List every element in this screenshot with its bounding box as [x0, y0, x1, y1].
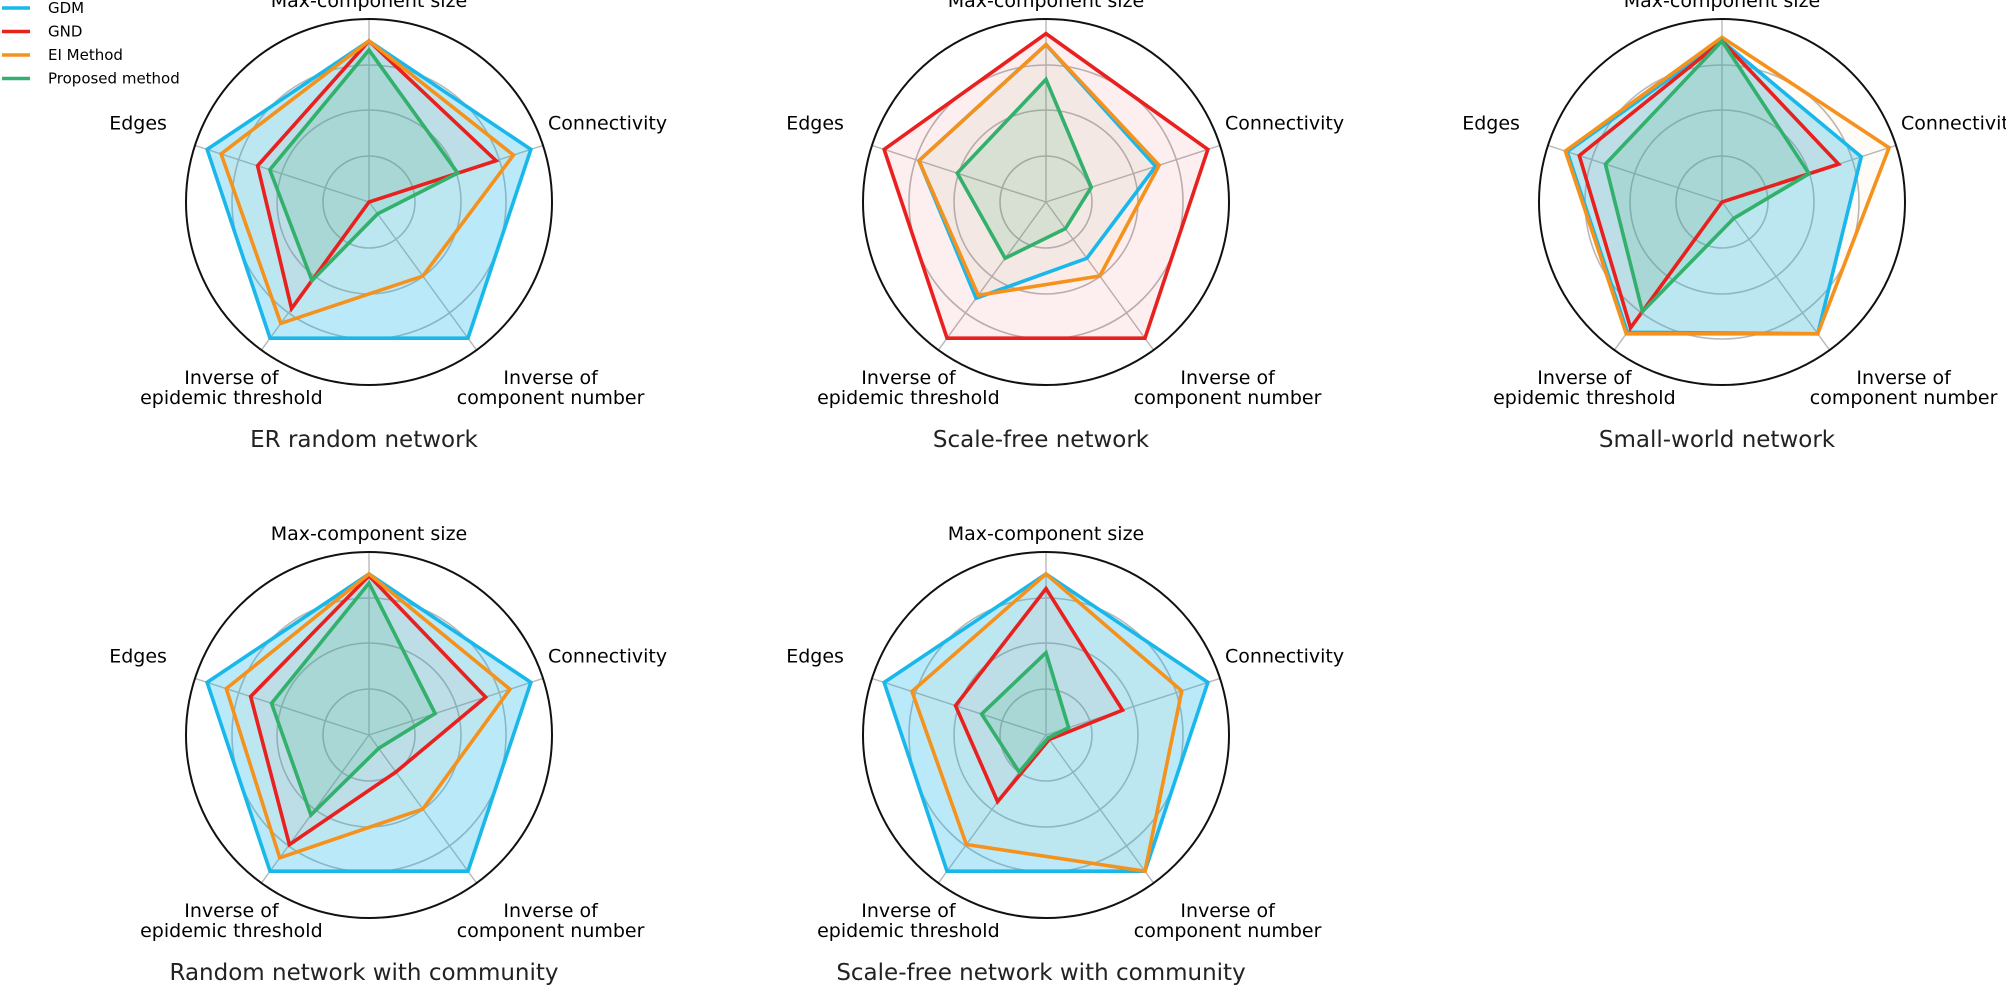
legend-label: GND [48, 23, 82, 41]
radar-charts: Max-component size Connectivity Inverse of… [109, 0, 2006, 986]
axis-label-edges: Edges [1462, 112, 1520, 134]
series-fill-ei-method [221, 40, 514, 324]
axis-label-inverse-of-epidemic-threshold: Inverse of epidemic threshold [817, 900, 1000, 942]
series-line-ei-method [1563, 35, 1892, 336]
axis-label-inverse-of-component-number: Inverse of component number [457, 900, 645, 942]
axis-spoke [871, 677, 1047, 736]
outer-circle [185, 18, 553, 386]
chart-title: Random network with community [169, 960, 558, 986]
legend-item-gnd: GND [2, 23, 82, 41]
radar-chart-er-random-network: Max-component size Connectivity Inverse of… [109, 0, 667, 453]
series-line-proposed-method [267, 47, 461, 284]
axis-label-connectivity: Connectivity [1225, 112, 1344, 134]
axis-label-inverse-of-epidemic-threshold: Inverse of epidemic threshold [1493, 367, 1676, 409]
series-line-gnd [255, 38, 500, 313]
series-line-ei-method [909, 571, 1184, 874]
series-line-gnd [953, 585, 1126, 806]
series-line-gnd [1577, 38, 1842, 332]
axis-label-inverse-of-epidemic-threshold: Inverse of epidemic threshold [817, 367, 1000, 409]
chart-title: Scale-free network [933, 427, 1150, 453]
axis-label-connectivity: Connectivity [1225, 645, 1344, 667]
series-line-proposed-method [269, 579, 438, 819]
series-fill-proposed-method [269, 50, 458, 281]
series-fill-gnd [1579, 40, 1839, 328]
legend-label: EI Method [48, 46, 123, 64]
legend-item-proposed-method: Proposed method [2, 70, 180, 88]
outer-circle [185, 551, 553, 919]
axis-label-max-component-size: Max-component size [948, 0, 1145, 12]
axis-label-max-component-size: Max-component size [1624, 0, 1821, 12]
series-fill-gnd [955, 588, 1123, 802]
series-line-proposed-method [979, 649, 1071, 776]
chart-title: ER random network [250, 427, 478, 453]
radar-chart-scale-free-network: Max-component size Connectivity Inverse of… [786, 0, 1344, 453]
chart-title: Small-world network [1599, 427, 1836, 453]
outer-circle [862, 18, 1230, 386]
series-line-gdm [204, 571, 534, 874]
radar-chart-scale-free-network-with-community: Max-component size Connectivity Inverse of… [786, 523, 1344, 986]
radar-chart-small-world-network: Max-component size Connectivity Inverse of… [1462, 0, 2006, 453]
axis-spoke [1045, 734, 1155, 884]
series-line-gdm [204, 38, 534, 341]
series-line-ei-method [916, 42, 1162, 298]
legend-item-gdm: GDM [2, 0, 84, 17]
axis-label-connectivity: Connectivity [548, 645, 667, 667]
axis-label-edges: Edges [109, 645, 167, 667]
series-line-gnd [882, 31, 1210, 341]
series-fill-ei-method [911, 573, 1182, 872]
series-fill-proposed-method [981, 652, 1069, 773]
axis-label-inverse-of-epidemic-threshold: Inverse of epidemic threshold [140, 900, 323, 942]
legend-label: Proposed method [48, 70, 180, 88]
axis-label-edges: Edges [786, 112, 844, 134]
axis-spoke [1045, 677, 1221, 736]
series-line-proposed-method [1603, 38, 1812, 316]
chart-title: Scale-free network with community [836, 960, 1245, 986]
axis-spoke [937, 201, 1047, 351]
axis-label-max-component-size: Max-component size [948, 523, 1145, 545]
radar-chart-random-network-with-community: Max-component size Connectivity Inverse of… [109, 523, 667, 986]
axis-label-inverse-of-component-number: Inverse of component number [1134, 367, 1322, 409]
axis-label-inverse-of-component-number: Inverse of component number [457, 367, 645, 409]
axis-spoke [194, 677, 370, 736]
axis-label-connectivity: Connectivity [1901, 112, 2006, 134]
series-line-ei-method [224, 571, 513, 861]
axis-label-inverse-of-epidemic-threshold: Inverse of epidemic threshold [140, 367, 323, 409]
axis-spoke [1045, 144, 1221, 203]
series-fill-gdm [884, 573, 1208, 872]
axis-label-edges: Edges [786, 645, 844, 667]
series-fill-gnd [250, 575, 486, 845]
outer-circle [1538, 18, 1906, 386]
axis-spoke [1547, 144, 1723, 203]
series-fill-gdm [1567, 40, 1862, 334]
series-line-gnd [248, 573, 489, 848]
axis-spoke [194, 144, 370, 203]
outer-circle [862, 551, 1230, 919]
series-fill-proposed-method [271, 583, 436, 815]
axis-label-max-component-size: Max-component size [271, 0, 468, 12]
axis-label-edges: Edges [109, 112, 167, 134]
series-line-ei-method [218, 38, 516, 326]
axis-label-connectivity: Connectivity [548, 112, 667, 134]
axis-label-inverse-of-component-number: Inverse of component number [1134, 900, 1322, 942]
series-fill-ei-method [226, 573, 510, 858]
axis-label-max-component-size: Max-component size [271, 523, 468, 545]
series-line-gdm [881, 571, 1211, 874]
axis-spoke [368, 677, 544, 736]
series-fill-proposed-method [957, 79, 1092, 259]
axis-label-inverse-of-component-number: Inverse of component number [1810, 367, 1998, 409]
series-fill-gnd [257, 40, 497, 309]
series-fill-proposed-method [1605, 40, 1810, 312]
series-line-proposed-method [955, 76, 1094, 261]
axis-spoke [1721, 201, 1831, 351]
legend-label: GDM [48, 0, 84, 17]
legend: GDM GND EI Method Proposed method [2, 0, 180, 88]
legend-item-ei-method: EI Method [2, 46, 123, 64]
series-fill-gdm [207, 573, 531, 872]
